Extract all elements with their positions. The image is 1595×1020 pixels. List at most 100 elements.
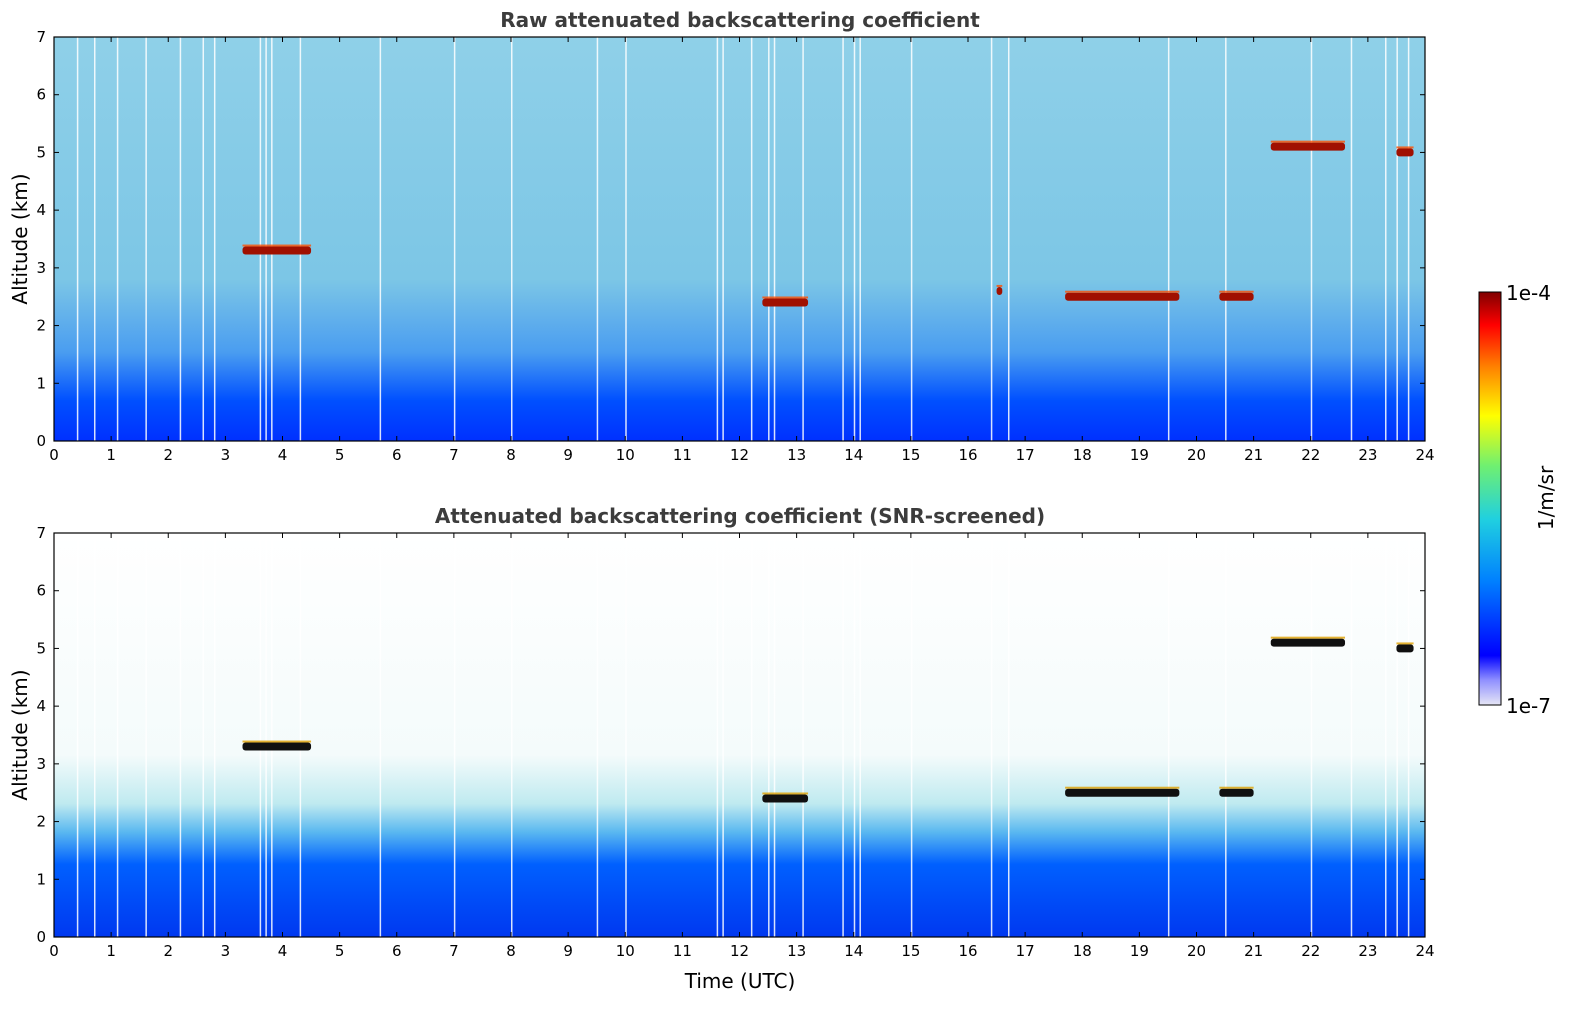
y-tick-label: 0 (36, 432, 46, 450)
x-tick-label: 10 (616, 446, 635, 464)
data-gap-stripe (768, 533, 770, 937)
data-gap-stripe (910, 37, 913, 441)
data-gap-stripe (179, 37, 182, 441)
data-gap-stripe (750, 533, 753, 937)
data-gap-stripe (116, 37, 119, 441)
x-tick-label: 21 (1244, 942, 1263, 960)
data-gap-stripe (1407, 37, 1410, 441)
data-gap-stripe (259, 533, 262, 937)
data-gap-stripe (259, 37, 262, 441)
x-tick-label: 14 (844, 446, 863, 464)
x-tick-label: 18 (1073, 942, 1092, 960)
x-tick-label: 24 (1415, 446, 1434, 464)
cloud-layer-edge (242, 244, 312, 247)
screened-y-axis-label: Altitude (km) (8, 669, 32, 800)
data-gap-stripe (511, 533, 513, 937)
data-gap-stripe (299, 37, 302, 441)
cloud-layer (1270, 142, 1346, 151)
heatmap-field (54, 37, 1425, 441)
data-gap-stripe (299, 533, 302, 937)
data-gap-stripe (1385, 533, 1387, 937)
y-tick-label: 7 (36, 524, 46, 542)
x-tick-label: 16 (958, 446, 977, 464)
y-tick-label: 5 (36, 143, 46, 161)
x-tick-label: 14 (844, 942, 863, 960)
data-gap-stripe (213, 533, 216, 937)
cloud-layer (1396, 148, 1414, 157)
data-gap-stripe (1310, 37, 1313, 441)
cloud-layer (762, 298, 809, 307)
cloud-layer-edge (242, 740, 312, 743)
cloud-layer (1219, 788, 1254, 797)
y-tick-label: 6 (36, 86, 46, 104)
cloud-layer-edge (1219, 786, 1254, 789)
raw-backscatter-panel: Raw attenuated backscattering coefficien… (8, 8, 1435, 464)
cloud-layer (242, 246, 312, 255)
data-gap-stripe (750, 37, 753, 441)
x-tick-label: 12 (730, 942, 749, 960)
x-tick-label: 1 (106, 942, 116, 960)
y-tick-label: 5 (36, 639, 46, 657)
x-tick-label: 11 (673, 942, 692, 960)
data-gap-stripe (802, 37, 804, 441)
data-gap-stripe (1167, 533, 1170, 937)
data-gap-stripe (145, 37, 147, 441)
cloud-layer-edge (1065, 786, 1180, 789)
x-tick-label: 7 (449, 942, 459, 960)
cloud-layer-edge (1219, 290, 1254, 293)
x-tick-label: 23 (1358, 942, 1377, 960)
data-gap-stripe (76, 533, 79, 937)
data-gap-stripe (1407, 533, 1410, 937)
data-gap-stripe (773, 533, 776, 937)
cloud-layer (1270, 638, 1346, 647)
x-tick-label: 19 (1130, 942, 1149, 960)
x-tick-label: 24 (1415, 942, 1434, 960)
data-gap-stripe (202, 533, 205, 937)
x-tick-label: 15 (901, 446, 920, 464)
data-gap-stripe (716, 37, 719, 441)
data-gap-stripe (1396, 37, 1398, 441)
x-tick-label: 7 (449, 446, 459, 464)
y-tick-label: 4 (36, 201, 46, 219)
cloud-layer-edge (1270, 140, 1346, 143)
screened-heatmap: 0 1 2 3 4 5 6 7 8 9 10 11 12 13 14 15 16 17 18 19 20 21 22 23 24… (36, 524, 1434, 960)
x-tick-label: 8 (506, 446, 516, 464)
x-tick-label: 5 (335, 942, 345, 960)
data-gap-stripe (93, 37, 96, 441)
data-gap-stripe (1167, 37, 1170, 441)
cloud-layer (242, 742, 312, 751)
heatmap-field (54, 533, 1425, 937)
data-gap-stripe (859, 37, 861, 441)
data-gap-stripe (842, 533, 844, 937)
x-tick-label: 3 (221, 942, 231, 960)
x-axis-label: Time (UTC) (684, 969, 796, 993)
x-tick-label: 16 (958, 942, 977, 960)
colorbar-unit-label: 1/m/sr (1534, 465, 1558, 530)
data-gap-stripe (990, 533, 993, 937)
x-tick-label: 4 (278, 942, 288, 960)
data-gap-stripe (76, 37, 79, 441)
data-gap-stripe (773, 37, 776, 441)
x-tick-label: 6 (392, 446, 402, 464)
cloud-layer (1219, 292, 1254, 301)
cloud-layer (1065, 292, 1180, 301)
colorbar-min-label: 1e-7 (1506, 694, 1551, 718)
data-gap-stripe (1350, 37, 1353, 441)
data-gap-stripe (213, 37, 216, 441)
data-gap-stripe (1007, 37, 1010, 441)
x-tick-label: 10 (616, 942, 635, 960)
x-tick-label: 22 (1301, 942, 1320, 960)
x-tick-label: 3 (221, 446, 231, 464)
x-tick-label: 6 (392, 942, 402, 960)
data-gap-stripe (1385, 37, 1387, 441)
x-tick-label: 2 (163, 942, 173, 960)
y-tick-label: 4 (36, 697, 46, 715)
x-tick-label: 13 (787, 942, 806, 960)
x-tick-label: 8 (506, 942, 516, 960)
x-tick-label: 21 (1244, 446, 1263, 464)
data-gap-stripe (453, 37, 456, 441)
colorbar-max-label: 1e-4 (1506, 281, 1551, 305)
x-tick-label: 4 (278, 446, 288, 464)
data-gap-stripe (853, 533, 856, 937)
x-tick-label: 22 (1301, 446, 1320, 464)
